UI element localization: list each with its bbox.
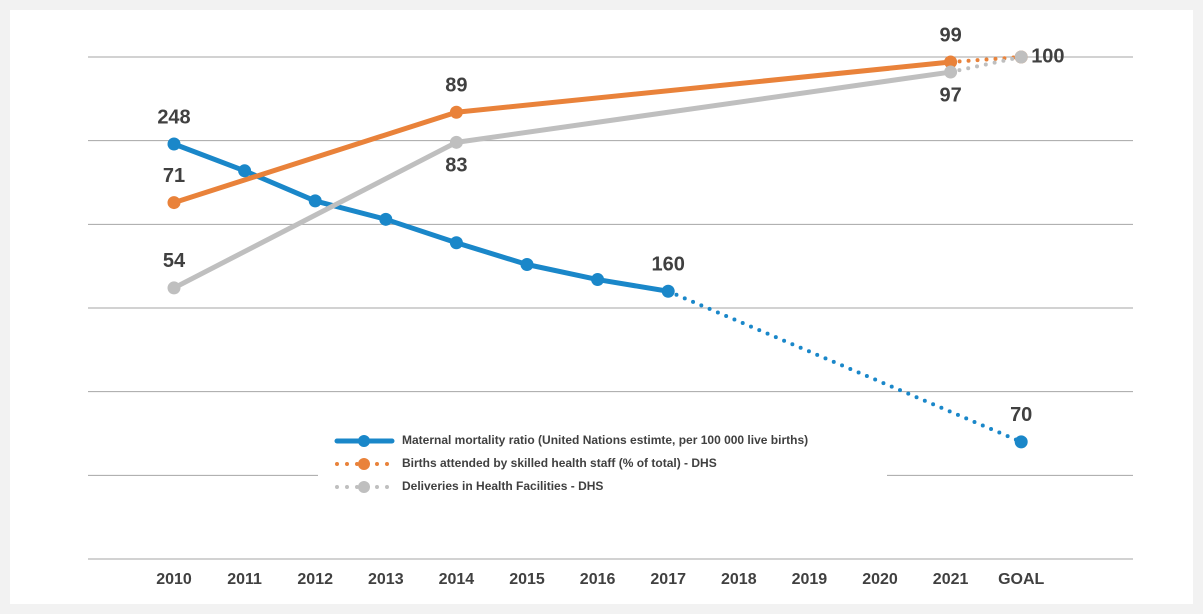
point [167, 196, 181, 210]
x-tick-label: 2015 [509, 571, 545, 588]
point [449, 236, 463, 250]
data-label: 54 [163, 250, 186, 272]
series-goal-line [666, 289, 1024, 444]
legend-label: Deliveries in Health Facilities - DHS [402, 479, 603, 493]
legend-label: Maternal mortality ratio (United Nations… [402, 433, 808, 447]
point [379, 212, 393, 226]
data-label: 99 [939, 24, 961, 46]
x-tick-label: 2019 [792, 571, 828, 588]
point [449, 105, 463, 119]
x-tick-label: 2012 [297, 571, 333, 588]
data-label: 100 [1031, 45, 1064, 67]
data-label: 89 [445, 75, 467, 97]
point [1014, 50, 1028, 64]
point [167, 137, 181, 151]
data-label: 248 [157, 106, 190, 128]
legend-marker [358, 458, 370, 470]
data-label: 83 [445, 155, 467, 177]
x-tick-label: 2013 [368, 571, 404, 588]
data-label: 70 [1010, 404, 1032, 426]
series-goal-line [948, 55, 1024, 65]
x-tick-label: 2011 [227, 571, 262, 588]
point [944, 55, 958, 69]
x-tick-label: 2021 [933, 571, 969, 588]
point [1014, 435, 1028, 449]
point [449, 135, 463, 149]
series-goal-line [948, 55, 1024, 75]
data-label: 160 [652, 254, 685, 276]
data-label: 97 [939, 84, 961, 106]
point [520, 257, 534, 271]
legend-marker [358, 435, 370, 447]
legend-marker [358, 481, 370, 493]
point [944, 65, 958, 79]
x-tick-label: 2017 [650, 571, 686, 588]
point [661, 284, 675, 298]
point [591, 273, 605, 287]
point [308, 194, 322, 208]
x-tick-label: 2016 [580, 571, 616, 588]
point [167, 281, 181, 295]
x-tick-label: 2018 [721, 571, 757, 588]
legend-box [318, 405, 887, 528]
legend-label: Births attended by skilled health staff … [402, 456, 717, 470]
point [238, 164, 252, 178]
x-tick-label: 2014 [439, 571, 475, 588]
x-tick-label: GOAL [998, 571, 1044, 588]
x-tick-label: 2020 [862, 571, 898, 588]
data-label: 71 [163, 165, 185, 187]
x-tick-label: 2010 [156, 571, 192, 588]
